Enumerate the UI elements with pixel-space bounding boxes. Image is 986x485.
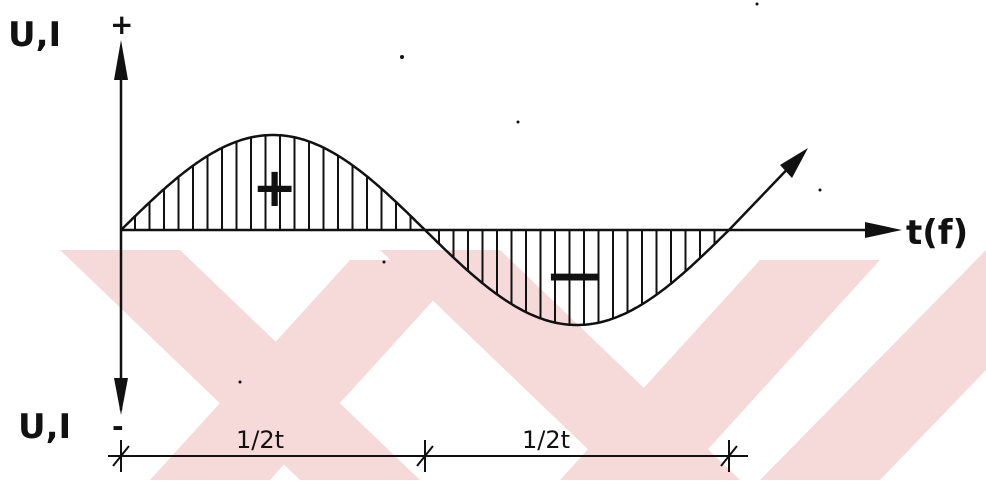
dimension-label-first-half: 1/2t: [236, 426, 284, 454]
watermark-shapes: [60, 250, 986, 480]
y-axis-minus-sign: -: [112, 410, 124, 443]
vertical-axis-arrow-up: [114, 40, 128, 80]
positive-lobe-sign: +: [252, 156, 297, 219]
dimension-tick-middle: [416, 440, 434, 472]
y-axis-label-top: U,I: [8, 15, 61, 55]
positive-lobe-hatching: [134, 135, 412, 230]
y-axis-plus-sign: +: [110, 8, 133, 41]
y-axis-label-bottom: U,I: [18, 407, 71, 447]
wave-arrow-head: [780, 148, 808, 178]
dimension-tick-start: [112, 440, 130, 472]
negative-lobe-hatching: [438, 230, 716, 325]
dimension-tick-end: [720, 440, 738, 472]
vertical-axis-arrow-down: [114, 378, 128, 415]
scan-specks: [238, 2, 822, 384]
negative-lobe-sign: —: [548, 242, 602, 305]
horizontal-axis-arrow: [865, 222, 902, 238]
x-axis-label: t(f): [906, 213, 968, 253]
dimension-label-second-half: 1/2t: [522, 426, 570, 454]
